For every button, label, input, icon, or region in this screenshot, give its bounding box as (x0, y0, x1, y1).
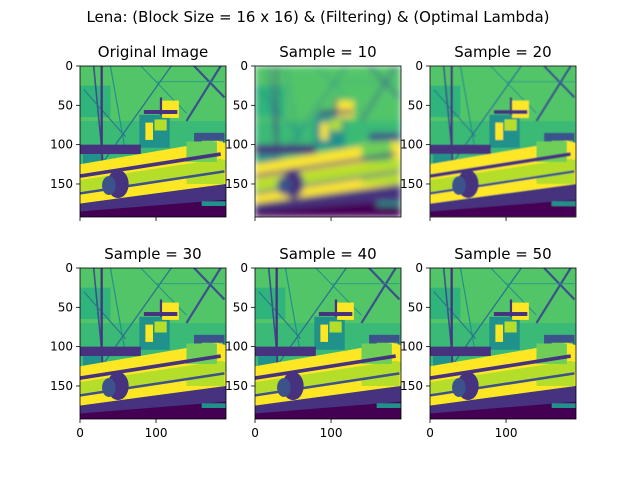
y-tick-label: 50 (233, 98, 248, 112)
x-tick-label: 0 (251, 426, 259, 440)
panel-image (80, 268, 226, 419)
y-tick-label: 50 (408, 300, 423, 314)
image-panel: Sample = 50 0 50 100 150 0 100 (400, 245, 577, 440)
panel-title: Sample = 40 (279, 245, 376, 263)
x-tick-label: 0 (426, 426, 434, 440)
x-tick-label: 100 (320, 426, 343, 440)
panel-title: Sample = 50 (454, 245, 551, 263)
panel-frame (79, 267, 227, 420)
y-tick-label: 0 (240, 59, 248, 73)
panel-title: Sample = 20 (454, 43, 551, 61)
y-tick-label: 150 (400, 177, 423, 191)
x-tick-label: 100 (145, 426, 168, 440)
y-tick-label: 0 (415, 261, 423, 275)
y-tick-label: 150 (50, 177, 73, 191)
panel-image (430, 268, 576, 419)
y-tick-label: 100 (225, 340, 248, 354)
y-tick-label: 150 (50, 379, 73, 393)
panel-frame (429, 65, 577, 218)
image-panels: Original Image 0 50 100 150 Sample = 10 0 50 100… (50, 43, 577, 440)
y-tick-label: 0 (65, 261, 73, 275)
y-tick-label: 150 (400, 379, 423, 393)
y-tick-label: 50 (408, 98, 423, 112)
panel-image (80, 66, 226, 217)
image-panel: Original Image 0 50 100 150 (50, 43, 227, 221)
x-tick-label: 100 (495, 426, 518, 440)
x-tick-label: 0 (76, 426, 84, 440)
panel-frame (79, 65, 227, 218)
y-tick-label: 100 (400, 340, 423, 354)
panel-image (430, 66, 576, 217)
y-tick-label: 100 (50, 340, 73, 354)
y-tick-label: 0 (240, 261, 248, 275)
image-panel: Sample = 40 0 50 100 150 0 100 (225, 245, 402, 440)
panel-frame (254, 267, 402, 420)
y-tick-label: 150 (225, 379, 248, 393)
panel-title: Sample = 30 (104, 245, 201, 263)
y-tick-label: 0 (415, 59, 423, 73)
image-panel: Sample = 20 0 50 100 150 (400, 43, 577, 221)
image-panel: Sample = 30 0 50 100 150 0 100 (50, 245, 227, 440)
figure-suptitle: Lena: (Block Size = 16 x 16) & (Filterin… (86, 8, 549, 26)
panel-image (255, 268, 401, 419)
y-tick-label: 150 (225, 177, 248, 191)
panel-image (255, 66, 401, 217)
y-tick-label: 50 (58, 98, 73, 112)
y-tick-label: 100 (225, 138, 248, 152)
y-tick-label: 50 (58, 300, 73, 314)
panel-title: Sample = 10 (279, 43, 376, 61)
y-tick-label: 50 (233, 300, 248, 314)
panel-title: Original Image (98, 43, 208, 61)
y-tick-label: 100 (50, 138, 73, 152)
y-tick-label: 0 (65, 59, 73, 73)
panel-frame (429, 267, 577, 420)
y-tick-label: 100 (400, 138, 423, 152)
image-panel: Sample = 10 0 50 100 150 (225, 43, 402, 221)
panel-frame (254, 65, 402, 218)
